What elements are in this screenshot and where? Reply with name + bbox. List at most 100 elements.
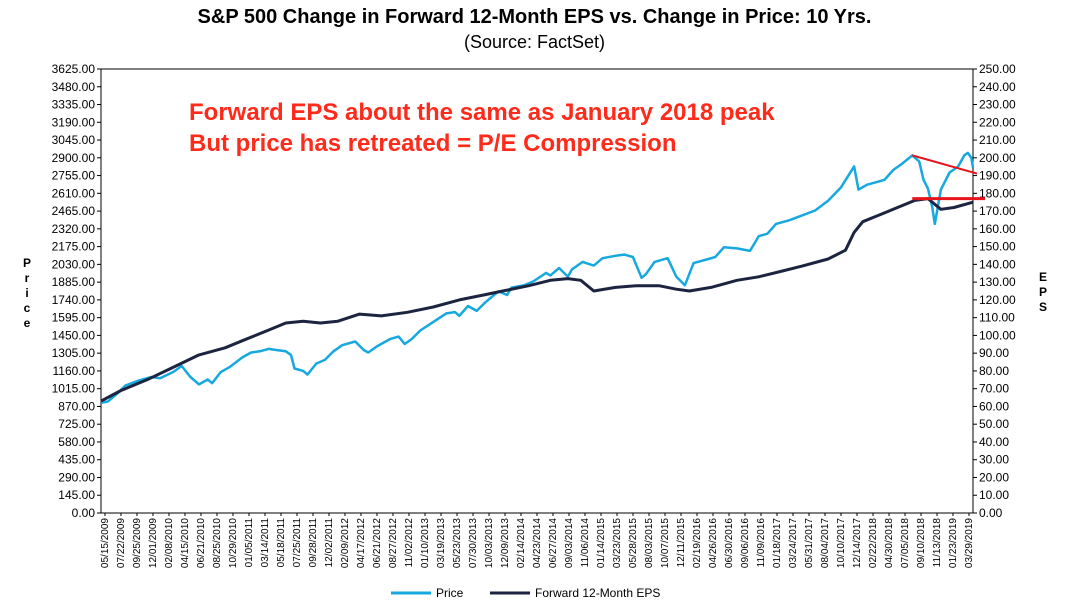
right-tick-label: 240.00 bbox=[979, 80, 1016, 94]
left-tick-label: 0.00 bbox=[72, 506, 96, 520]
x-tick-label: 07/05/2018 bbox=[900, 518, 911, 568]
axis-label-letter: P bbox=[23, 256, 31, 270]
x-tick-label: 01/18/2017 bbox=[772, 518, 783, 568]
x-tick-label: 08/27/2012 bbox=[388, 518, 399, 568]
x-tick-label: 07/22/2009 bbox=[116, 518, 127, 568]
right-tick-label: 100.00 bbox=[979, 328, 1016, 342]
x-tick-label: 07/30/2013 bbox=[468, 518, 479, 568]
x-tick-label: 10/03/2013 bbox=[484, 518, 495, 568]
left-tick-label: 870.00 bbox=[58, 399, 95, 413]
left-tick-label: 435.00 bbox=[58, 453, 95, 467]
x-tick-label: 05/15/2009 bbox=[100, 518, 111, 568]
right-tick-label: 250.00 bbox=[979, 62, 1016, 76]
x-tick-label: 03/29/2019 bbox=[964, 518, 975, 568]
left-axis: 0.00 145.00 290.00 435.00 580.00 725.00 870.00… bbox=[52, 62, 101, 520]
right-tick-label: 10.00 bbox=[979, 488, 1009, 502]
x-tick-label: 12/11/2015 bbox=[676, 518, 687, 568]
chart-title: S&P 500 Change in Forward 12-Month EPS v… bbox=[197, 6, 872, 28]
x-tick-label: 06/21/2010 bbox=[196, 518, 207, 568]
left-tick-label: 145.00 bbox=[58, 488, 95, 502]
right-tick-label: 50.00 bbox=[979, 417, 1009, 431]
left-tick-label: 2610.00 bbox=[52, 186, 96, 200]
annotation-line-2: But price has retreated = P/E Compressio… bbox=[189, 130, 677, 157]
x-tick-label: 01/14/2015 bbox=[596, 518, 607, 568]
left-tick-label: 3190.00 bbox=[52, 115, 96, 129]
right-tick-label: 140.00 bbox=[979, 257, 1016, 271]
right-tick-label: 110.00 bbox=[979, 311, 1015, 325]
left-tick-label: 1885.00 bbox=[52, 275, 96, 289]
x-tick-label: 02/19/2016 bbox=[692, 518, 703, 568]
left-tick-label: 1160.00 bbox=[53, 364, 96, 378]
x-tick-label: 08/04/2017 bbox=[820, 518, 831, 568]
x-tick-label: 12/02/2011 bbox=[324, 518, 335, 568]
left-tick-label: 1305.00 bbox=[52, 346, 96, 360]
x-tick-label: 03/19/2013 bbox=[436, 518, 447, 568]
x-tick-label: 09/10/2018 bbox=[916, 518, 927, 568]
left-tick-label: 725.00 bbox=[58, 417, 95, 431]
left-tick-label: 1015.00 bbox=[52, 382, 96, 396]
right-tick-label: 80.00 bbox=[979, 364, 1009, 378]
right-tick-label: 120.00 bbox=[979, 293, 1016, 307]
right-tick-label: 160.00 bbox=[979, 222, 1016, 236]
left-tick-label: 2175.00 bbox=[52, 240, 96, 254]
right-tick-label: 0.00 bbox=[979, 506, 1003, 520]
x-tick-label: 11/06/2014 bbox=[580, 518, 591, 568]
x-tick-label: 03/24/2017 bbox=[788, 518, 799, 568]
x-tick-label: 07/25/2011 bbox=[292, 518, 303, 568]
axis-label-letter: e bbox=[24, 316, 31, 330]
left-tick-label: 2465.00 bbox=[52, 204, 96, 218]
axis-label-letter: P bbox=[1039, 285, 1047, 299]
left-tick-label: 290.00 bbox=[58, 470, 95, 484]
x-tick-label: 02/08/2010 bbox=[164, 518, 175, 568]
left-tick-label: 2320.00 bbox=[52, 222, 96, 236]
axis-label-letter: E bbox=[1039, 270, 1047, 284]
x-axis: 05/15/2009 07/22/2009 09/25/2009 12/01/2009… bbox=[100, 513, 975, 568]
x-tick-label: 11/13/2018 bbox=[932, 518, 943, 568]
right-tick-label: 230.00 bbox=[979, 98, 1016, 112]
right-tick-label: 190.00 bbox=[979, 169, 1016, 183]
right-tick-label: 150.00 bbox=[979, 240, 1016, 254]
x-tick-label: 09/28/2011 bbox=[308, 518, 319, 568]
chart-subtitle: (Source: FactSet) bbox=[463, 32, 606, 52]
x-tick-label: 05/18/2011 bbox=[276, 518, 287, 568]
x-tick-label: 06/27/2014 bbox=[548, 518, 559, 568]
x-tick-label: 05/31/2017 bbox=[804, 518, 815, 568]
y-axis-label-left: Price bbox=[23, 256, 31, 330]
x-tick-label: 09/06/2016 bbox=[740, 518, 751, 568]
left-tick-label: 1450.00 bbox=[52, 328, 96, 342]
price-trend-line bbox=[911, 154, 978, 175]
right-tick-label: 30.00 bbox=[979, 453, 1009, 467]
right-tick-label: 220.00 bbox=[979, 115, 1016, 129]
x-tick-label: 02/14/2014 bbox=[516, 518, 527, 568]
left-tick-label: 1740.00 bbox=[52, 293, 96, 307]
x-tick-label: 06/30/2016 bbox=[724, 518, 735, 568]
right-tick-label: 170.00 bbox=[979, 204, 1016, 218]
x-tick-label: 04/15/2010 bbox=[180, 518, 191, 568]
x-tick-label: 10/10/2017 bbox=[836, 518, 847, 568]
right-tick-label: 210.00 bbox=[979, 133, 1016, 147]
right-tick-label: 70.00 bbox=[979, 382, 1009, 396]
x-tick-label: 12/01/2009 bbox=[148, 518, 159, 568]
y-axis-label-right: EPS bbox=[1039, 270, 1047, 314]
left-tick-label: 3045.00 bbox=[52, 133, 96, 147]
x-tick-label: 01/10/2013 bbox=[420, 518, 431, 568]
x-tick-label: 01/23/2019 bbox=[948, 518, 959, 568]
x-tick-label: 06/21/2012 bbox=[372, 518, 383, 568]
axis-label-letter: r bbox=[25, 271, 30, 285]
x-tick-label: 10/29/2010 bbox=[228, 518, 239, 568]
x-tick-label: 11/02/2012 bbox=[404, 518, 415, 568]
x-tick-label: 08/03/2015 bbox=[644, 518, 655, 568]
right-tick-label: 200.00 bbox=[979, 151, 1016, 165]
x-tick-label: 02/09/2012 bbox=[340, 518, 351, 568]
left-tick-label: 2900.00 bbox=[52, 151, 96, 165]
x-tick-label: 08/25/2010 bbox=[212, 518, 223, 568]
x-tick-label: 12/14/2017 bbox=[852, 518, 863, 568]
axis-label-letter: S bbox=[1039, 300, 1047, 314]
price-series-line bbox=[100, 151, 975, 405]
axis-label-letter: c bbox=[24, 301, 31, 315]
right-axis: 0.00 10.00 20.00 30.00 40.00 50.00 60.00 70.00 8… bbox=[973, 62, 1016, 520]
annotation-line-1: Forward EPS about the same as January 20… bbox=[189, 99, 775, 126]
x-tick-label: 04/23/2014 bbox=[532, 518, 543, 568]
x-tick-label: 03/14/2011 bbox=[260, 518, 271, 568]
